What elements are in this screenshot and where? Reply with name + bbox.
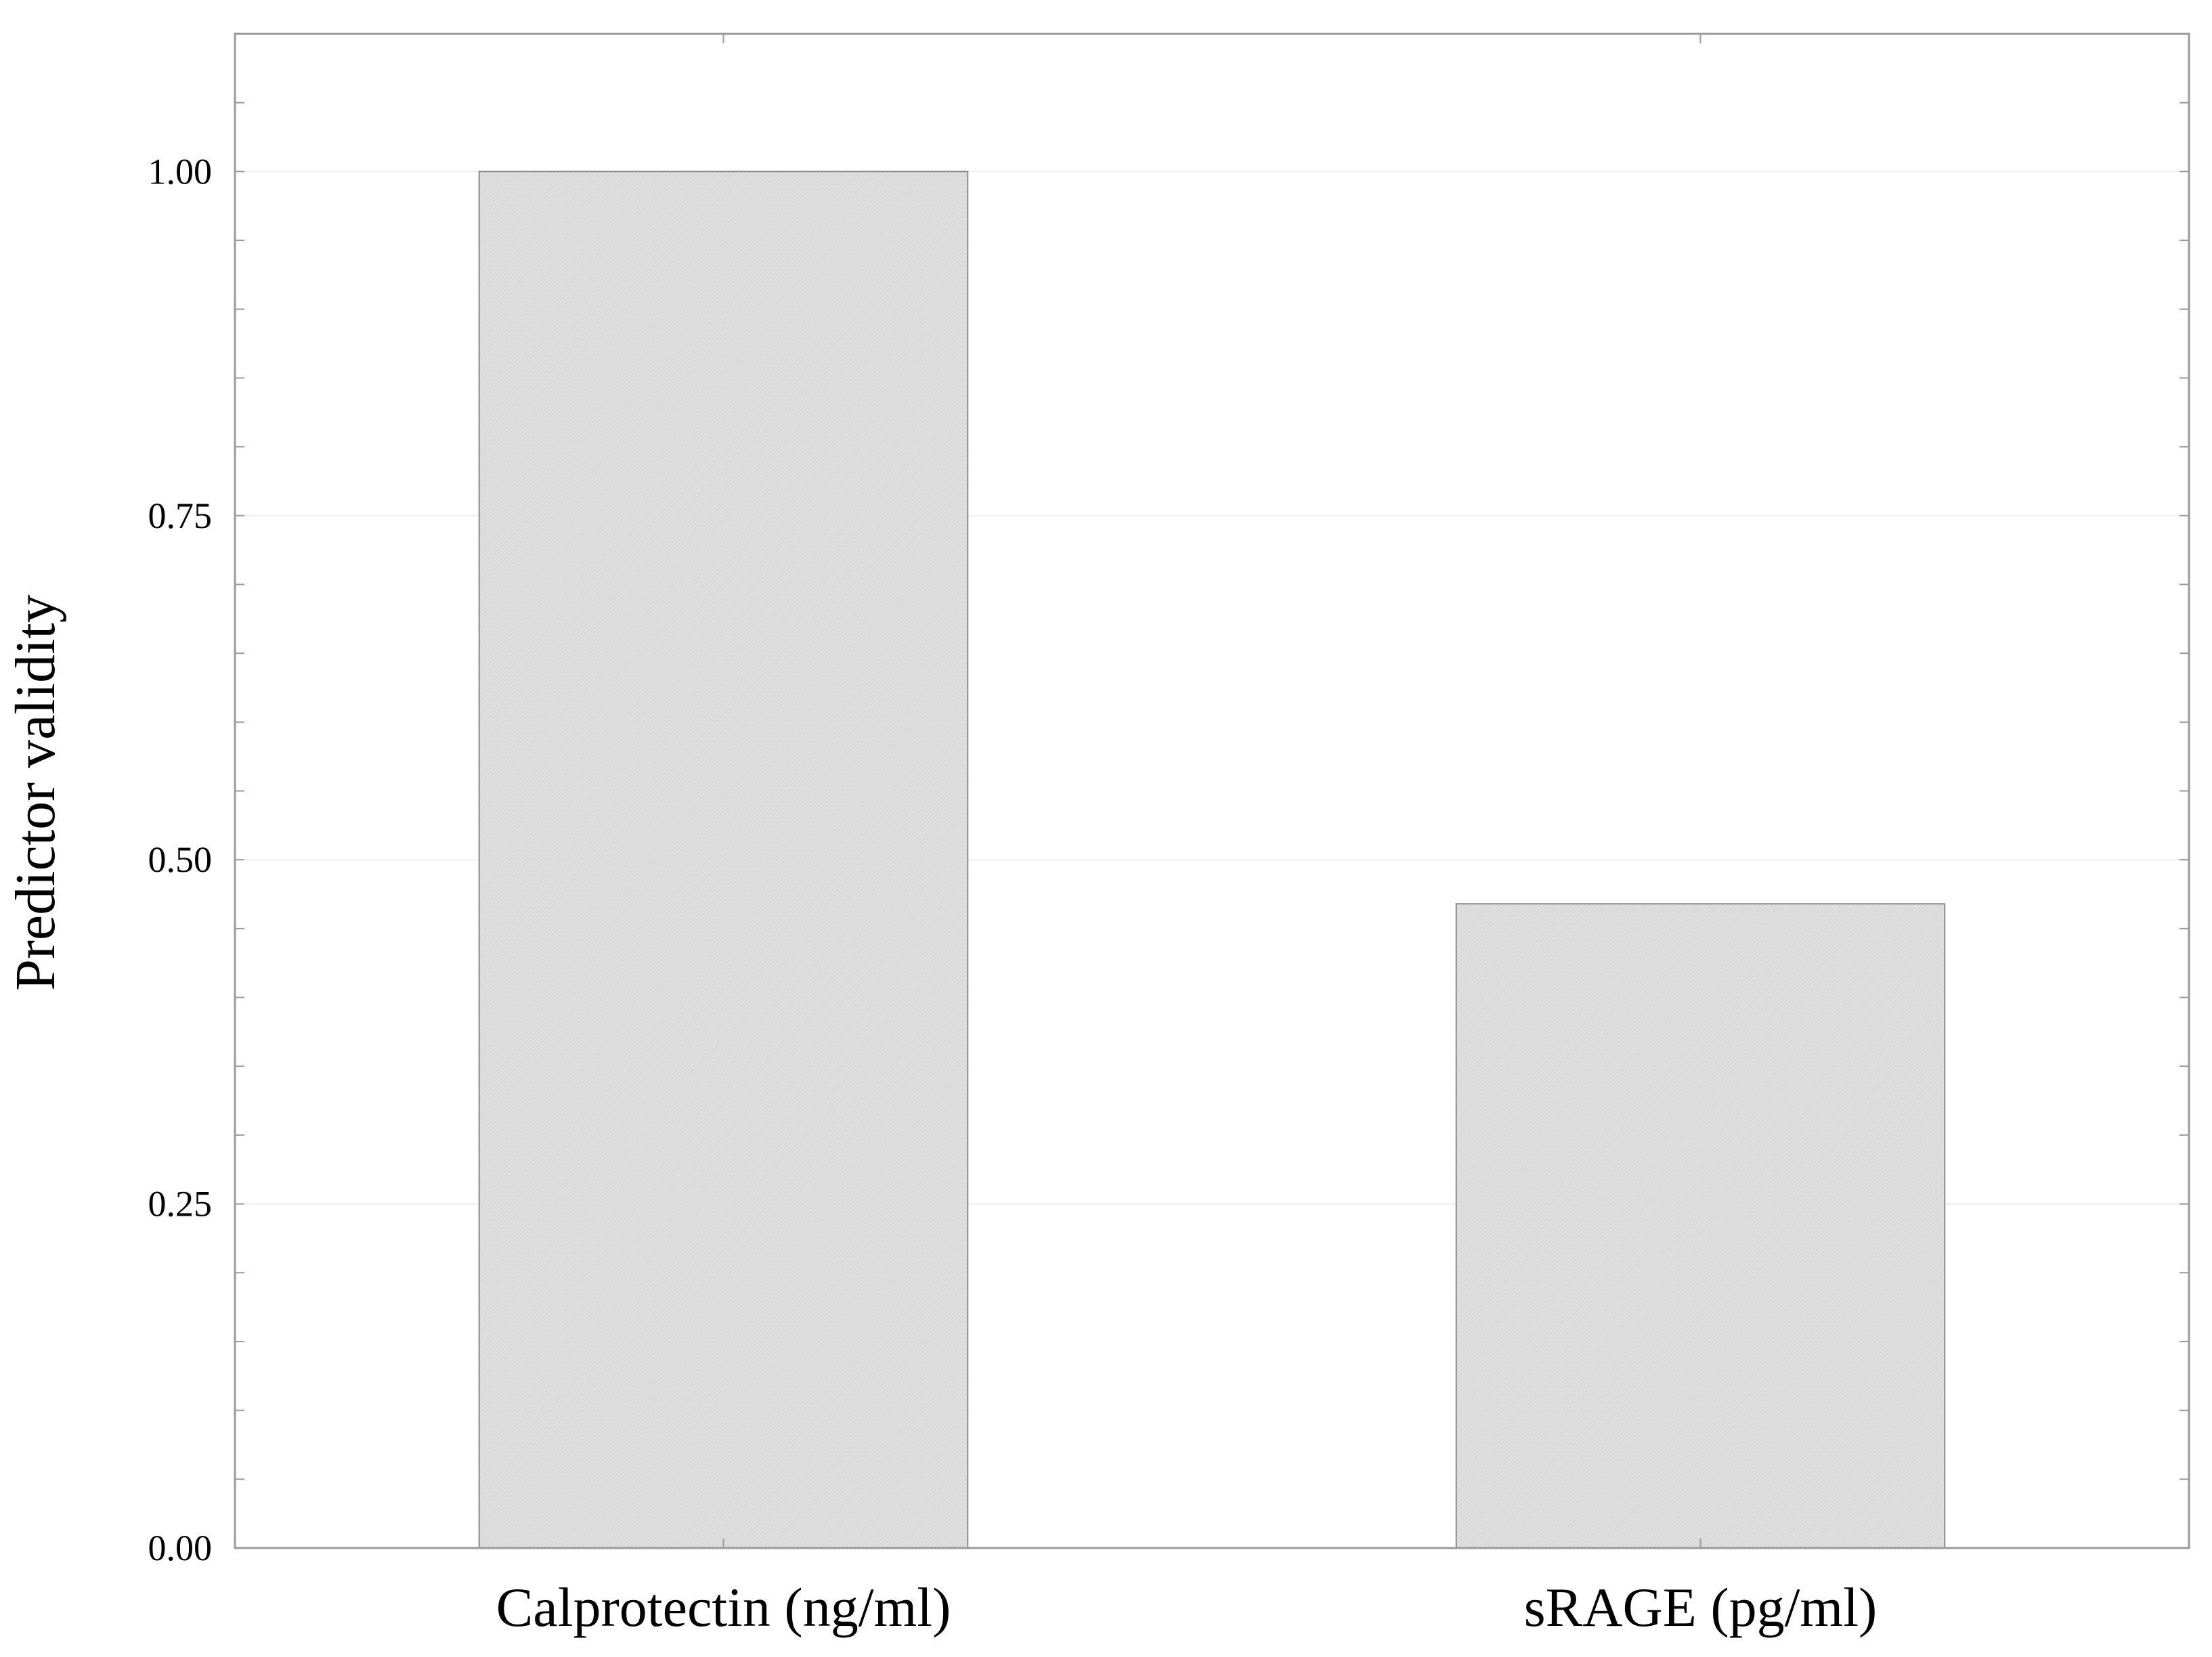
x-tick-label: sRAGE (pg/ml) [1524,1576,1878,1638]
tick-marks [235,33,2189,1549]
y-tick-label: 0.25 [148,1184,213,1224]
y-tick-label: 0.00 [148,1528,213,1568]
y-tick-labels: 0.00 0.25 0.50 0.75 1.00 [148,151,213,1568]
bar-0 [478,171,969,1549]
x-tick-labels: Calprotectin (ng/ml) sRAGE (pg/ml) [496,1576,1878,1638]
y-tick-label: 1.00 [148,151,213,192]
y-tick-label: 0.50 [148,839,213,880]
bar-1 [1455,903,1946,1549]
bars [478,171,1946,1549]
y-axis-title: Predictor validity [4,594,67,991]
y-tick-label: 0.75 [148,495,213,536]
x-tick-label: Calprotectin (ng/ml) [496,1576,951,1638]
